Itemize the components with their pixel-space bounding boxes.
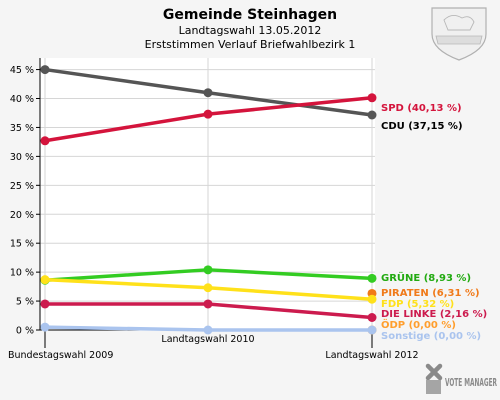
data-point — [367, 325, 377, 335]
data-point — [203, 283, 213, 293]
data-point — [40, 299, 50, 309]
y-tick-label: 30 % — [10, 152, 34, 163]
data-point — [40, 322, 50, 332]
data-point — [40, 65, 50, 75]
y-tick-label: 15 % — [10, 239, 34, 250]
coat-of-arms-icon — [431, 7, 487, 61]
series-end-label: DIE LINKE (2,16 %) — [381, 309, 487, 320]
chart-title: Gemeinde Steinhagen — [163, 7, 337, 23]
data-point — [367, 93, 377, 103]
y-tick-label: 35 % — [10, 123, 34, 134]
series-end-label: FDP (5,32 %) — [381, 299, 454, 310]
y-tick-label: 0 % — [16, 326, 34, 337]
data-point — [367, 273, 377, 283]
chart-subtitle-2: Erststimmen Verlauf Briefwahlbezirk 1 — [145, 38, 356, 51]
data-point — [40, 136, 50, 146]
series-end-label: SPD (40,13 %) — [381, 103, 462, 114]
data-point — [367, 294, 377, 304]
series-labels: CDU (37,15 %) SPD (40,13 %) GRÜNE (8,93 %)… — [381, 103, 487, 342]
y-tick-label: 45 % — [10, 65, 34, 76]
axes: 0 % 5 % 10 % 15 % 20 % 25 % 30 % 35 % 40 % 45 % Bu… — [8, 58, 419, 361]
data-point — [203, 299, 213, 309]
y-tick-label: 40 % — [10, 94, 34, 105]
y-tick-label: 5 % — [16, 297, 34, 308]
series-end-label: GRÜNE (8,93 %) — [381, 270, 471, 284]
data-point — [203, 325, 213, 335]
logo-text: VOTE MANAGER — [445, 376, 497, 389]
series-lines — [40, 65, 377, 335]
chart-subtitle: Landtagswahl 13.05.2012 — [179, 24, 322, 37]
series-end-label: PIRATEN (6,31 %) — [381, 288, 480, 299]
data-point — [367, 110, 377, 120]
y-tick-label: 25 % — [10, 181, 34, 192]
y-tick-label: 20 % — [10, 210, 34, 221]
data-point — [203, 88, 213, 98]
series-end-label: CDU (37,15 %) — [381, 121, 463, 132]
data-point — [203, 109, 213, 119]
vote-manager-logo: VOTE MANAGER — [425, 363, 497, 394]
x-tick-label: Landtagswahl 2010 — [161, 334, 254, 345]
data-point — [40, 275, 50, 285]
data-point — [367, 312, 377, 322]
x-tick-label: Bundestagswahl 2009 — [8, 350, 113, 361]
y-tick-label: 10 % — [10, 268, 34, 279]
series-end-label: ÖDP (0,00 %) — [381, 317, 456, 331]
x-tick-label: Landtagswahl 2012 — [325, 350, 418, 361]
data-point — [203, 265, 213, 275]
series-end-label: Sonstige (0,00 %) — [381, 331, 481, 342]
